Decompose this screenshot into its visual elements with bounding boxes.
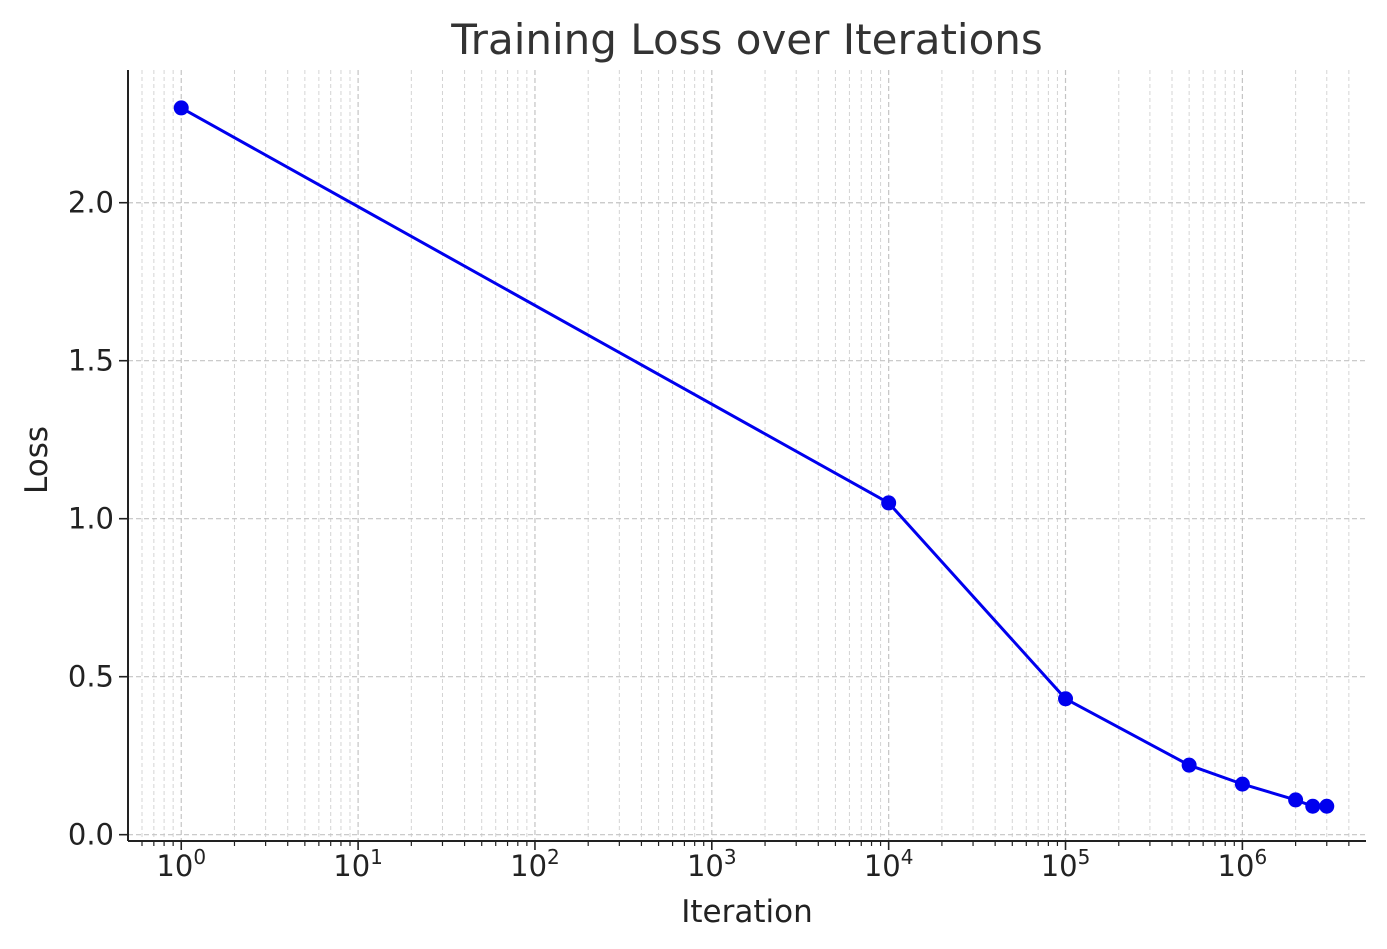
data-point — [1319, 798, 1335, 814]
y-tick-label: 0.5 — [68, 660, 114, 694]
axes: 100 101 102 103 104 105 106 0.0 0.5 1.0 1.5 2.0 — [68, 70, 1366, 883]
grid-lines — [128, 70, 1366, 841]
y-tick-label: 0.0 — [68, 818, 114, 852]
chart-title: Training Loss over Iterations — [450, 15, 1043, 64]
data-point — [1234, 776, 1250, 792]
x-tick-label: 103 — [687, 845, 737, 883]
data-point — [173, 100, 189, 116]
x-tick-label: 104 — [864, 845, 914, 883]
data-point — [1058, 691, 1074, 707]
data-point — [1181, 757, 1197, 773]
y-axis-label: Loss — [19, 426, 55, 494]
y-tick-label: 1.0 — [68, 502, 114, 536]
series-layer — [173, 100, 1335, 814]
y-tick-label: 2.0 — [68, 186, 114, 220]
x-tick-label: 100 — [156, 845, 206, 883]
x-axis-label: Iteration — [681, 894, 813, 930]
x-tick-label: 101 — [333, 845, 383, 883]
x-tick-label: 102 — [510, 845, 560, 883]
y-tick-label: 1.5 — [68, 344, 114, 378]
data-point — [1305, 798, 1321, 814]
data-point — [881, 495, 897, 511]
data-point — [1288, 792, 1304, 808]
x-tick-label: 105 — [1041, 845, 1091, 883]
x-tick-label: 106 — [1218, 845, 1268, 883]
series-line — [180, 106, 1327, 808]
